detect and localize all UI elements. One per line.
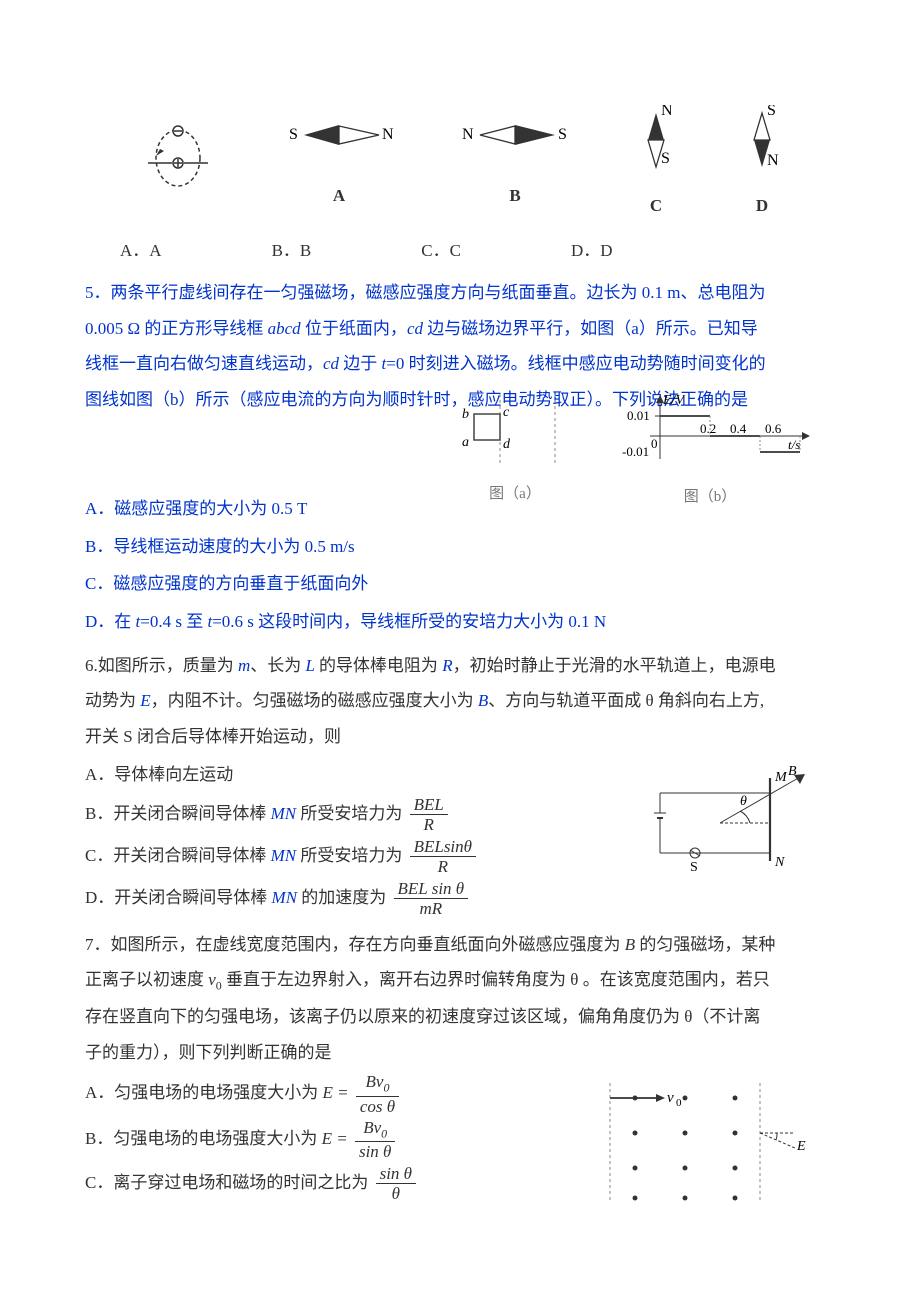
svg-text:S: S xyxy=(558,126,567,143)
svg-text:N: N xyxy=(462,126,474,143)
q7-l1: 7．如图所示，在虚线宽度范围内，存在方向垂直纸面向外磁感应强度为 B 的匀强磁场… xyxy=(85,927,835,963)
q5-fig-b: E/V 0.01 -0.01 0 0.2 0.4 0.6 t/s 图（b） xyxy=(605,394,815,513)
svg-text:t/s: t/s xyxy=(788,437,800,452)
q6-l1: 6.如图所示，质量为 m、长为 L 的导体棒电阻为 R，初始时静止于光滑的水平轨… xyxy=(85,648,835,684)
q4-options: A．A B．B C．C D．D xyxy=(85,233,835,269)
svg-text:-0.01: -0.01 xyxy=(622,444,649,459)
svg-text:S: S xyxy=(289,126,298,143)
q5-l1: 5．两条平行虚线间存在一匀强磁场，磁感应强度方向与纸面垂直。边长为 0.1 m、… xyxy=(85,275,835,311)
diagram-D: S N D xyxy=(742,105,782,223)
svg-text:0: 0 xyxy=(676,1097,682,1109)
svg-text:E: E xyxy=(796,1139,806,1154)
q7-l3: 存在竖直向下的匀强电场，该离子仍以原来的初速度穿过该区域，偏角角度仍为 θ（不计… xyxy=(85,999,835,1035)
svg-text:v: v xyxy=(667,1090,674,1106)
q4-diagrams: S N A N S B N S C S N D xyxy=(85,105,835,223)
svg-text:S: S xyxy=(767,105,776,119)
svg-text:S: S xyxy=(661,150,670,167)
svg-text:B: B xyxy=(788,764,797,779)
opt-D: D．D xyxy=(571,233,613,269)
fracB: BELR xyxy=(410,795,448,835)
q5-fig-a: b c a d 图（a） xyxy=(455,394,575,513)
diagram-A-label: A xyxy=(284,178,394,214)
q7: 7．如图所示，在虚线宽度范围内，存在方向垂直纸面向外磁感应强度为 B 的匀强磁场… xyxy=(85,927,835,1217)
fracC: BELsinθR xyxy=(410,837,476,877)
q5-optB: B．导线框运动速度的大小为 0.5 m/s xyxy=(85,529,835,565)
opt-C: C．C xyxy=(421,233,461,269)
q6: 6.如图所示，质量为 m、长为 L 的导体棒电阻为 R，初始时静止于光滑的水平轨… xyxy=(85,648,835,919)
svg-text:c: c xyxy=(503,405,510,420)
svg-text:θ: θ xyxy=(740,794,747,809)
diagram-C-label: C xyxy=(636,188,676,224)
q5-l2: 0.005 Ω 的正方形导线框 abcd 位于纸面内，cd 边与磁场边界平行，如… xyxy=(85,311,835,347)
q6-l3: 开关 S 闭合后导体棒开始运动，则 xyxy=(85,719,835,755)
svg-text:0.6: 0.6 xyxy=(765,421,782,436)
diagram-B: N S B xyxy=(460,115,570,213)
svg-text:M: M xyxy=(774,770,788,785)
svg-text:S: S xyxy=(690,860,698,873)
q5-optC: C．磁感应强度的方向垂直于纸面向外 xyxy=(85,566,835,602)
diagram-B-label: B xyxy=(460,178,570,214)
svg-text:N: N xyxy=(767,152,779,169)
opt-A: A．A xyxy=(120,233,162,269)
diagram-D-label: D xyxy=(742,188,782,224)
svg-text:0.01: 0.01 xyxy=(627,408,650,423)
q6-l2: 动势为 E，内阻不计。匀强磁场的磁感应强度大小为 B、方向与轨道平面成 θ 角斜… xyxy=(85,683,835,719)
q5-l3: 线框一直向右做匀速直线运动，cd 边于 t=0 时刻进入磁场。线框中感应电动势随… xyxy=(85,346,835,382)
q5: 5．两条平行虚线间存在一匀强磁场，磁感应强度方向与纸面垂直。边长为 0.1 m、… xyxy=(85,275,835,640)
svg-text:a: a xyxy=(462,435,469,450)
diagram-left xyxy=(138,123,218,206)
svg-text:0: 0 xyxy=(651,436,658,451)
svg-text:0.2: 0.2 xyxy=(700,421,716,436)
q7-fig: v0 E xyxy=(590,1078,810,1208)
diagram-A: S N A xyxy=(284,115,394,213)
q6-fig: S M N B θ xyxy=(640,763,820,873)
q7-l2: 正离子以初速度 v0 垂直于左边界射入，离开右边界时偏转角度为 θ 。在该宽度范… xyxy=(85,962,835,999)
q5-optD: D．在 t=0.4 s 至 t=0.6 s 这段时间内，导线框所受的安培力大小为… xyxy=(85,604,835,640)
svg-text:N: N xyxy=(382,126,394,143)
svg-text:N: N xyxy=(661,105,673,119)
fracD: BEL sin θmR xyxy=(394,879,469,919)
svg-text:N: N xyxy=(774,855,785,870)
svg-text:d: d xyxy=(503,437,511,452)
q6-optD: D．开关闭合瞬间导体棒 MN 的加速度为 BEL sin θmR xyxy=(85,879,835,919)
svg-text:0.4: 0.4 xyxy=(730,421,747,436)
q7-l4: 子的重力），则下列判断正确的是 xyxy=(85,1035,835,1071)
opt-B: B．B xyxy=(272,233,312,269)
orbit-icon xyxy=(138,123,218,193)
svg-text:E/V: E/V xyxy=(662,394,685,408)
diagram-C: N S C xyxy=(636,105,676,223)
svg-text:b: b xyxy=(462,407,469,422)
